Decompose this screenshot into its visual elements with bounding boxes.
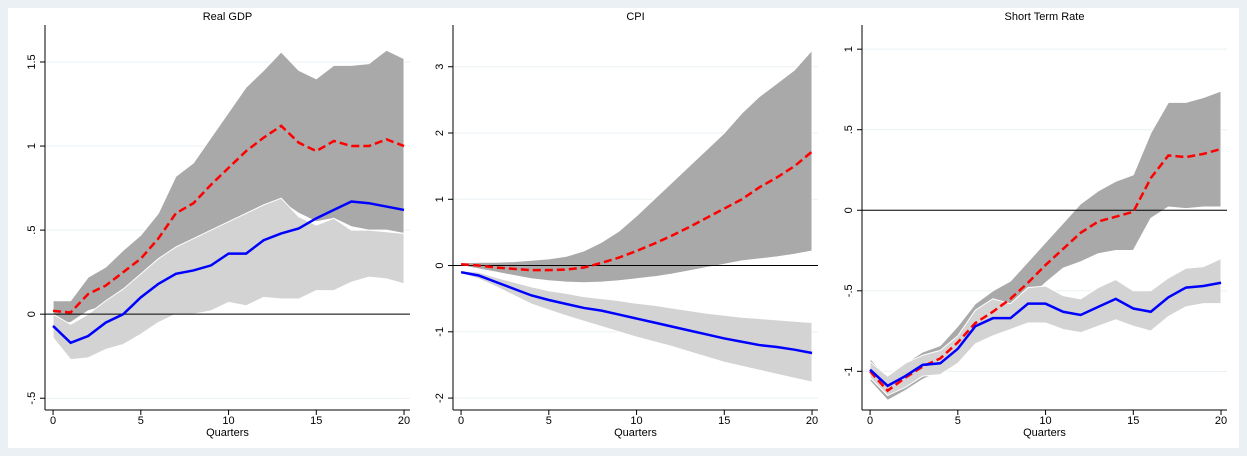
x-tick-label: 10: [1039, 415, 1051, 427]
x-tick-label: 15: [310, 415, 322, 427]
x-tick-label: 20: [398, 415, 410, 427]
y-tick-label: 1.5: [26, 54, 38, 69]
x-tick-label: 5: [955, 415, 961, 427]
x-axis-label: Quarters: [614, 427, 657, 439]
y-tick-label: -.5: [26, 392, 38, 405]
y-tick-label: -.5: [843, 284, 855, 297]
x-tick-label: 20: [806, 415, 818, 427]
y-tick-label: .5: [26, 226, 38, 235]
confidence-band: [52, 197, 405, 361]
confidence-band: [460, 270, 813, 383]
x-tick-label: 20: [1215, 415, 1227, 427]
x-tick-label: 10: [630, 415, 642, 427]
confidence-band: [869, 257, 1222, 397]
x-tick-label: 0: [867, 415, 873, 427]
series-line: [52, 124, 405, 314]
y-tick-label: .5: [843, 125, 855, 134]
y-tick-label: 1: [434, 196, 446, 202]
x-axis-label: Quarters: [206, 427, 249, 439]
y-tick-label: 0: [434, 262, 446, 268]
y-tick-label: 1: [26, 143, 38, 149]
y-tick-label: 1: [843, 46, 855, 52]
series-line: [869, 281, 1222, 388]
panel-title: CPI: [626, 11, 644, 23]
x-tick-label: 5: [546, 415, 552, 427]
panel-title: Real GDP: [203, 11, 253, 23]
x-tick-label: 15: [718, 415, 730, 427]
y-tick-label: 2: [434, 130, 446, 136]
x-axis-label: Quarters: [1023, 427, 1066, 439]
x-tick-label: 0: [50, 415, 56, 427]
x-tick-label: 10: [222, 415, 234, 427]
series-line: [52, 200, 405, 345]
panel-title: Short Term Rate: [1005, 11, 1085, 23]
x-tick-label: 0: [458, 415, 464, 427]
x-tick-label: 5: [138, 415, 144, 427]
y-tick-label: 0: [843, 207, 855, 213]
y-tick-label: -1: [843, 366, 855, 376]
confidence-band: [460, 48, 813, 284]
y-tick-label: -1: [434, 327, 446, 337]
x-tick-label: 15: [1127, 415, 1139, 427]
series-line: [460, 270, 813, 355]
y-tick-label: 3: [434, 64, 446, 70]
y-tick-label: -2: [434, 393, 446, 403]
y-tick-label: 0: [26, 311, 38, 317]
